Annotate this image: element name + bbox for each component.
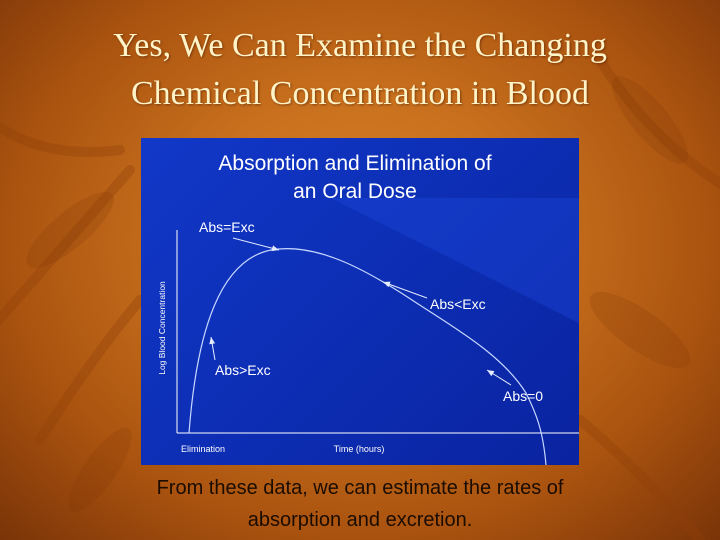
arrow-abs-greater-exc [209, 336, 216, 361]
slide-title-line-1: Yes, We Can Examine the Changing [113, 27, 607, 64]
slide-title: Yes, We Can Examine the Changing Chemica… [20, 22, 700, 118]
chart-glow [331, 198, 579, 323]
caption-line-1: From these data, we can estimate the rat… [156, 477, 564, 499]
annotation-abs-equals-exc: Abs=Exc [199, 219, 255, 235]
chart-title-line-1: Absorption and Elimination of [218, 152, 491, 175]
absorption-elimination-chart: Absorption and Elimination of an Oral Do… [157, 152, 579, 465]
chart-panel: Absorption and Elimination of an Oral Do… [141, 138, 579, 465]
annotation-abs-less-exc: Abs<Exc [430, 296, 486, 312]
annotation-abs-greater-exc: Abs>Exc [215, 362, 271, 378]
x-axis-label: Time (hours) [334, 444, 385, 454]
annotation-abs-zero: Abs=0 [503, 388, 543, 404]
caption-line-2: absorption and excretion. [247, 509, 473, 531]
arrow-abs-equals-exc [232, 237, 280, 252]
arrow-abs-less-exc [382, 281, 428, 299]
x-corner-label: Elimination [181, 444, 225, 454]
slide-title-line-2: Chemical Concentration in Blood [131, 75, 589, 112]
slide-caption: From these data, we can estimate the rat… [60, 472, 660, 536]
arrow-abs-zero [486, 369, 512, 386]
chart-title-line-2: an Oral Dose [293, 180, 417, 203]
y-axis-label: Log Blood Concentration [157, 281, 167, 375]
